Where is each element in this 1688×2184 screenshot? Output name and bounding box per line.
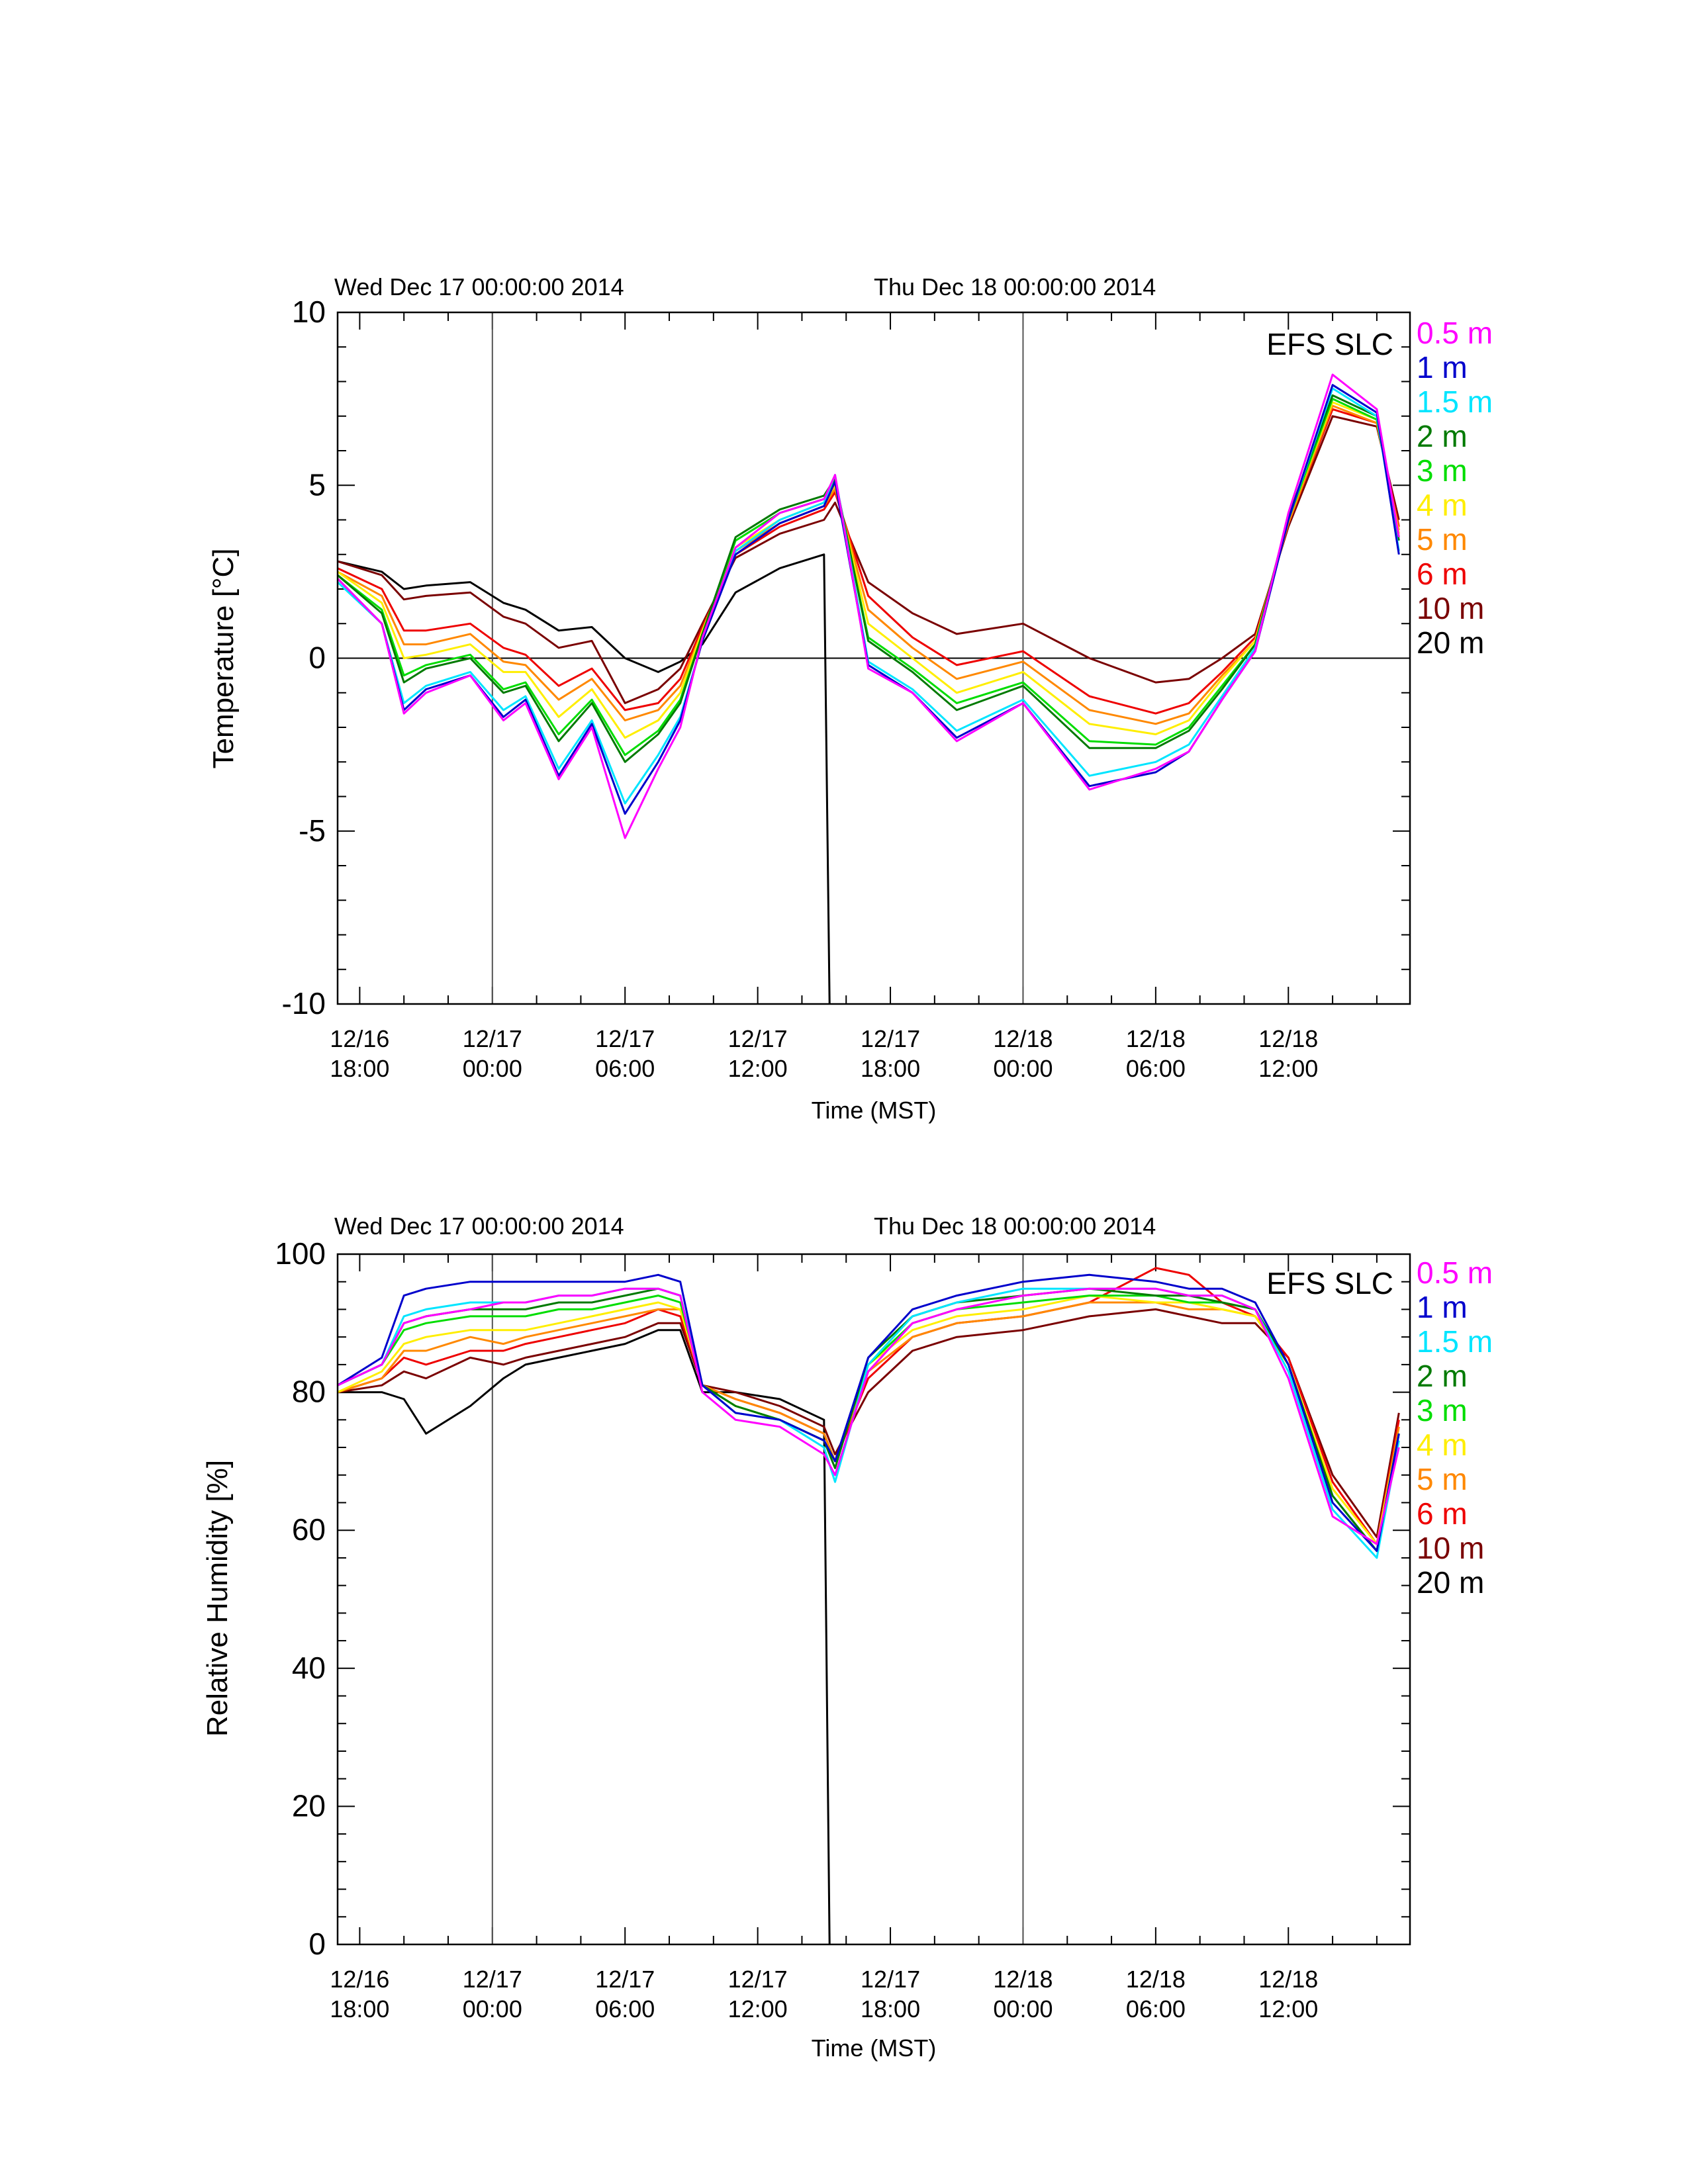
x-tick-label-time: 00:00: [993, 1055, 1053, 1082]
humidity-y-axis-label: Relative Humidity [%]: [201, 1460, 234, 1737]
series-line-1-5-m: [336, 387, 1400, 805]
series-line-20-m: [337, 553, 831, 1005]
x-tick-label-time: 12:00: [728, 1995, 788, 2023]
day-marker-label-wed: Wed Dec 17 00:00:00 2014: [334, 273, 624, 300]
x-tick-label-time: 18:00: [861, 1055, 920, 1082]
day-marker-label-wed: Wed Dec 17 00:00:00 2014: [334, 1212, 624, 1240]
y-tick-label: 0: [308, 1927, 326, 1961]
y-tick-label: 10: [292, 295, 326, 329]
x-tick-label-date: 12/18: [1126, 1966, 1186, 1993]
x-tick-label-date: 12/18: [993, 1966, 1053, 1993]
x-tick-label-date: 12/16: [330, 1025, 389, 1052]
series-line-10-m: [337, 415, 1400, 704]
series-line-20-m: [338, 1329, 831, 1945]
x-tick-label-date: 12/17: [463, 1966, 522, 1993]
x-tick-label-date: 12/18: [993, 1025, 1053, 1052]
humidity-y-tick-labels: 0 20 40 60 80 100: [275, 1236, 326, 1961]
x-tick-label-time: 18:00: [861, 1995, 920, 2023]
legend-entry: 2 m: [1417, 1359, 1468, 1393]
x-tick-label-date: 12/18: [1126, 1025, 1186, 1052]
y-tick-label: -10: [282, 986, 326, 1021]
temperature-station-label: EFS SLC: [1266, 327, 1393, 361]
temperature-panel: Wed Dec 17 00:00:00 2014 Thu Dec 18 00:0…: [207, 273, 1493, 1124]
x-tick-label-time: 12:00: [1258, 1055, 1318, 1082]
legend-entry: 2 m: [1417, 419, 1468, 453]
legend-entry: 20 m: [1417, 625, 1484, 660]
x-tick-label-date: 12/17: [463, 1025, 522, 1052]
x-tick-label-time: 18:00: [330, 1995, 389, 2023]
x-tick-label-time: 12:00: [728, 1055, 788, 1082]
x-tick-label-time: 00:00: [463, 1055, 522, 1082]
x-tick-label-time: 12:00: [1258, 1995, 1318, 2023]
legend-entry: 1.5 m: [1417, 1324, 1493, 1359]
humidity-panel: Wed Dec 17 00:00:00 2014 Thu Dec 18 00:0…: [201, 1212, 1493, 2062]
x-tick-label-date: 12/17: [595, 1966, 655, 1993]
x-tick-label-time: 00:00: [463, 1995, 522, 2023]
humidity-x-tick-labels: 12/1618:0012/1700:0012/1706:0012/1712:00…: [330, 1966, 1318, 2023]
temperature-x-tick-labels: 12/16 18:00 12/17 00:00 12/17 06:00 12/17 12:00…: [330, 1025, 1318, 1082]
temperature-x-axis-label: Time (MST): [812, 1097, 937, 1124]
x-tick-label-date: 12/17: [728, 1025, 788, 1052]
temperature-plot-area: [336, 312, 1410, 1005]
x-tick-label-date: 12/18: [1258, 1966, 1318, 1993]
x-tick-label-time: 06:00: [595, 1995, 655, 2023]
legend-entry: 6 m: [1417, 1496, 1468, 1531]
legend-entry: 3 m: [1417, 453, 1468, 488]
legend-entry: 1 m: [1417, 1290, 1468, 1324]
x-tick-label-time: 00:00: [993, 1995, 1053, 2023]
legend-entry: 0.5 m: [1417, 1255, 1493, 1290]
y-tick-label: 5: [308, 467, 326, 502]
legend-entry: 5 m: [1417, 1462, 1468, 1496]
series-line-6-m: [337, 408, 1400, 715]
legend-entry: 4 m: [1417, 1428, 1468, 1462]
temperature-y-tick-labels: -10 -5 0 5 10: [282, 295, 326, 1021]
humidity-plot-area: [337, 1254, 1400, 1945]
series-line-0-5-m: [337, 1287, 1400, 1545]
legend-entry: 6 m: [1417, 557, 1468, 591]
x-tick-label-time: 18:00: [330, 1055, 389, 1082]
humidity-axes-frame: [336, 1253, 1411, 1946]
day-marker-label-thu: Thu Dec 18 00:00:00 2014: [874, 1212, 1156, 1240]
y-tick-label: 20: [292, 1788, 326, 1823]
temperature-legend: 0.5 m1 m1.5 m2 m3 m4 m5 m6 m10 m20 m: [1417, 316, 1493, 660]
legend-entry: 5 m: [1417, 522, 1468, 557]
x-tick-label-time: 06:00: [1126, 1995, 1186, 2023]
temperature-ticks: [338, 312, 1410, 1005]
y-tick-label: 100: [275, 1236, 326, 1271]
y-tick-label: 40: [292, 1651, 326, 1685]
y-tick-label: 0: [308, 641, 326, 675]
day-marker-label-thu: Thu Dec 18 00:00:00 2014: [874, 273, 1156, 300]
x-tick-label-date: 12/17: [861, 1966, 920, 1993]
y-tick-label: -5: [299, 813, 326, 848]
humidity-station-label: EFS SLC: [1266, 1266, 1393, 1300]
x-tick-label-date: 12/16: [330, 1966, 389, 1993]
legend-entry: 3 m: [1417, 1393, 1468, 1428]
y-tick-label: 80: [292, 1375, 326, 1409]
humidity-x-axis-label: Time (MST): [812, 2034, 937, 2062]
series-line-2-m: [337, 394, 1400, 763]
legend-entry: 20 m: [1417, 1565, 1484, 1600]
series-line-10-m: [337, 1308, 1400, 1539]
x-tick-label-date: 12/17: [595, 1025, 655, 1052]
legend-entry: 1 m: [1417, 350, 1468, 385]
x-tick-label-time: 06:00: [1126, 1055, 1186, 1082]
series-line-0-5-m: [336, 373, 1400, 839]
legend-entry: 10 m: [1417, 591, 1484, 625]
x-tick-label-date: 12/17: [861, 1025, 920, 1052]
y-tick-label: 60: [292, 1512, 326, 1547]
temperature-axes-frame: [336, 311, 1411, 1005]
legend-entry: 0.5 m: [1417, 316, 1493, 350]
humidity-legend: 0.5 m1 m1.5 m2 m3 m4 m5 m6 m10 m20 m: [1417, 1255, 1493, 1600]
x-tick-label-time: 06:00: [595, 1055, 655, 1082]
legend-entry: 1.5 m: [1417, 385, 1493, 419]
x-tick-label-date: 12/18: [1258, 1025, 1318, 1052]
legend-entry: 4 m: [1417, 488, 1468, 522]
series-line-1-m: [337, 1273, 1400, 1552]
x-tick-label-date: 12/17: [728, 1966, 788, 1993]
legend-entry: 10 m: [1417, 1531, 1484, 1565]
temperature-y-axis-label: Temperature [°C]: [207, 548, 240, 768]
